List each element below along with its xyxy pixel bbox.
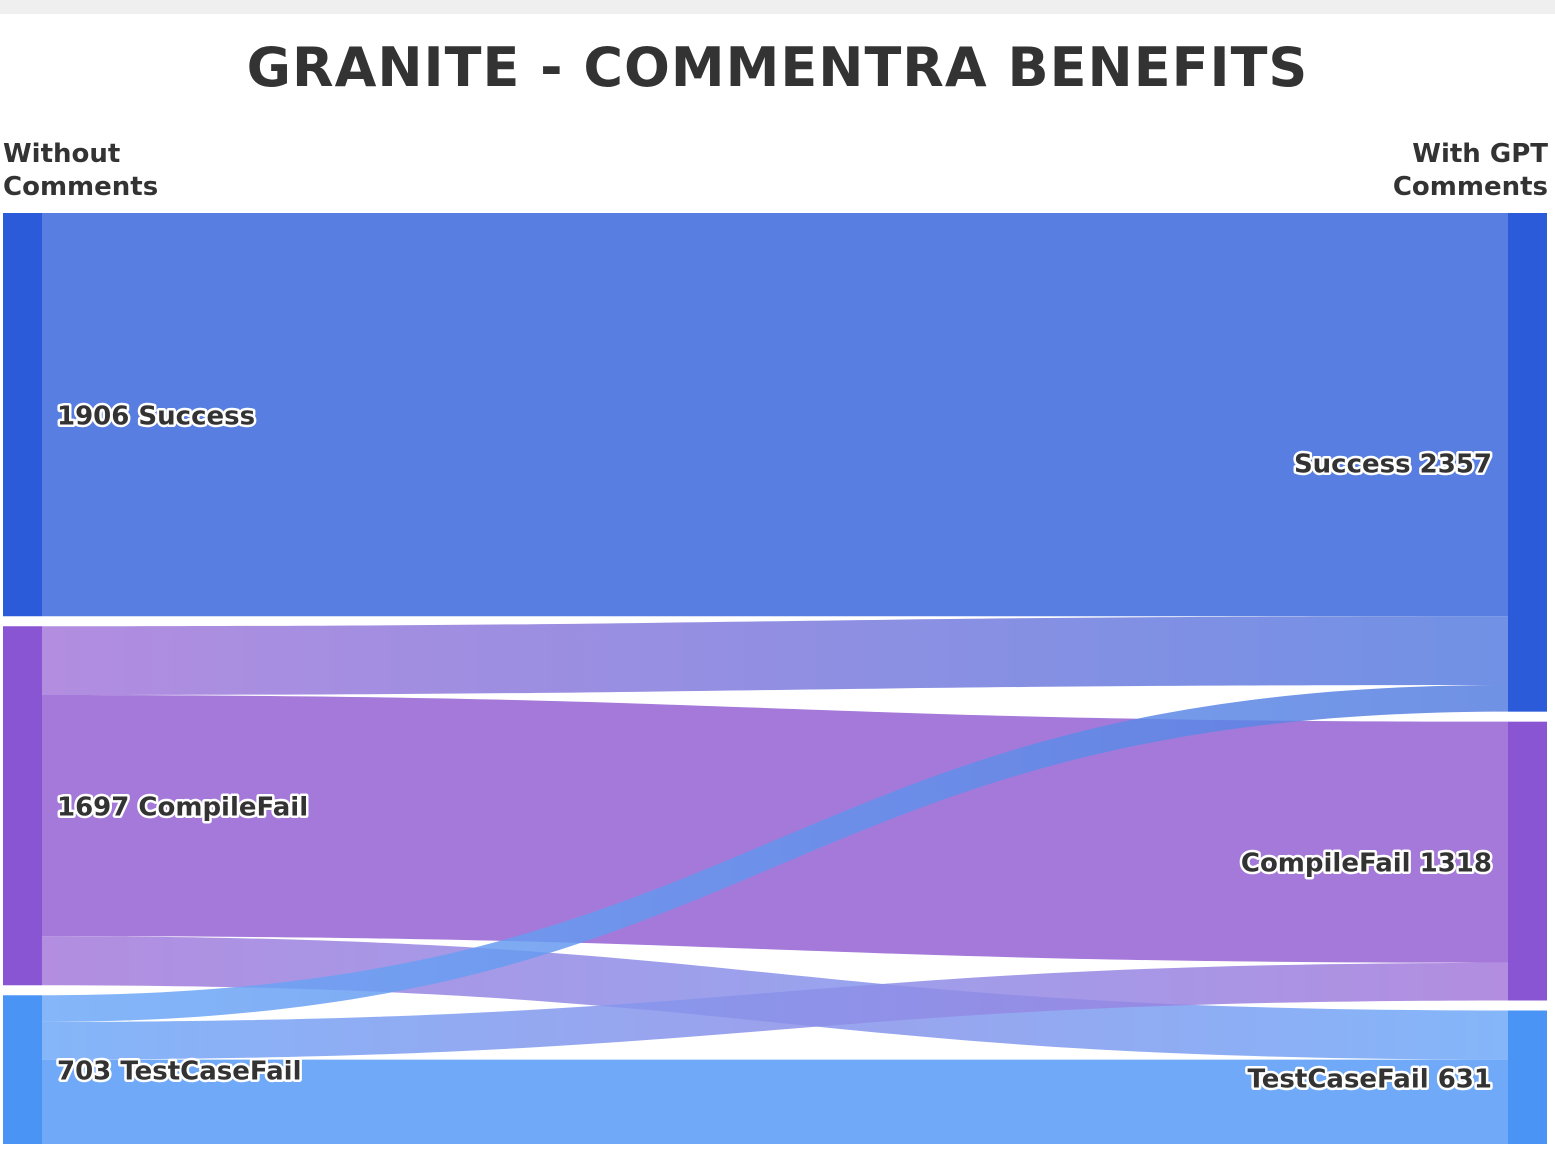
top-strip [0, 0, 1555, 14]
nodes-layer [3, 213, 1547, 1144]
link-success-to-success[interactable] [42, 213, 1508, 617]
target-node-compilefail[interactable] [1508, 721, 1547, 1001]
labels-layer: 1906 Success 1697 CompileFail 703 TestCase… [55, 399, 1495, 1097]
target-node-testcasefail[interactable] [1508, 1010, 1547, 1144]
source-label-testcasefail: 703 TestCaseFail [57, 1057, 302, 1087]
source-column-label-line-2: Comments [3, 172, 159, 202]
link-compilefail-to-success[interactable] [42, 616, 1508, 696]
source-node-testcasefail[interactable] [3, 995, 42, 1144]
target-node-success[interactable] [1508, 213, 1547, 712]
links-layer [42, 213, 1508, 1144]
link-compilefail-to-compilefail[interactable] [42, 695, 1508, 963]
link-testcasefail-to-testcasefail[interactable] [42, 1059, 1508, 1144]
source-column-label: Without Comments [3, 138, 158, 204]
source-column-label-line-1: Without [3, 139, 121, 169]
link-testcasefail-to-success[interactable] [42, 685, 1508, 1022]
target-label-compilefail: CompileFail 1318 [1241, 849, 1492, 879]
source-label-compilefail: 1697 CompileFail [57, 793, 308, 823]
chart-title: GRANITE - COMMENTRA BENEFITS [246, 36, 1309, 99]
target-column-label-line-1: With GPT [1412, 139, 1548, 169]
source-node-success[interactable] [3, 213, 42, 617]
source-node-compilefail[interactable] [3, 626, 42, 986]
target-label-success: Success 2357 [1294, 450, 1492, 480]
target-column-label: With GPT Comments [1393, 138, 1548, 204]
source-label-success: 1906 Success [57, 402, 255, 432]
target-column-label-line-2: Comments [1392, 172, 1548, 202]
link-testcasefail-to-compilefail[interactable] [42, 962, 1508, 1060]
target-label-testcasefail: TestCaseFail 631 [1248, 1065, 1493, 1095]
